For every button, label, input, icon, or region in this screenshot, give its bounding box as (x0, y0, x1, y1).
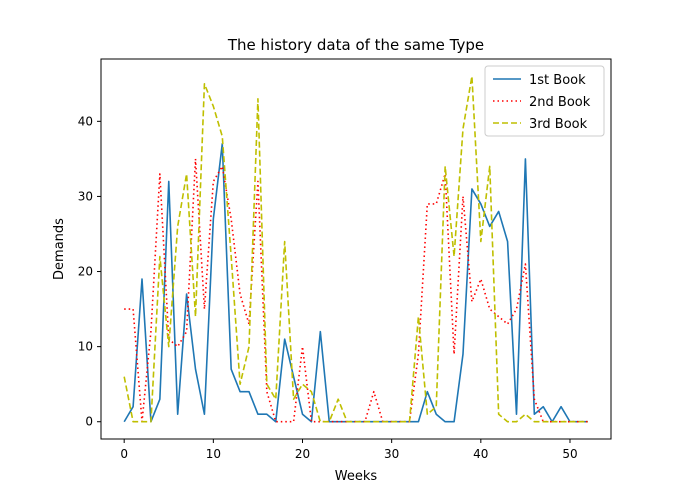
series-line-2 (124, 158, 588, 423)
x-tick-label: 40 (473, 447, 488, 461)
x-tick-label: 10 (206, 447, 221, 461)
legend-label-1: 1st Book (529, 73, 586, 88)
legend-label-2: 2nd Book (529, 95, 591, 110)
plot-frame (100, 58, 612, 440)
series-layer (123, 75, 588, 423)
x-tick-label: 50 (562, 447, 577, 461)
legend: 1st Book 2nd Book 3rd Book (484, 65, 605, 137)
x-axis-label: Weeks (335, 469, 378, 484)
y-tick-label: 10 (78, 340, 93, 354)
y-axis: 0 10 20 30 40 (78, 114, 101, 429)
y-tick-label: 40 (78, 114, 93, 128)
x-tick-label: 20 (295, 447, 310, 461)
x-tick-label: 30 (384, 447, 399, 461)
chart-title: The history data of the same Type (227, 36, 484, 54)
y-tick-label: 0 (85, 415, 93, 429)
series-line-3 (123, 75, 588, 423)
x-tick-label: 0 (120, 447, 128, 461)
legend-box (484, 65, 605, 137)
y-tick-label: 20 (78, 265, 93, 279)
y-axis-label: Demands (52, 218, 67, 280)
x-axis: 0 10 20 30 40 50 (120, 439, 578, 461)
y-tick-label: 30 (78, 189, 93, 203)
legend-label-3: 3rd Book (529, 117, 588, 132)
